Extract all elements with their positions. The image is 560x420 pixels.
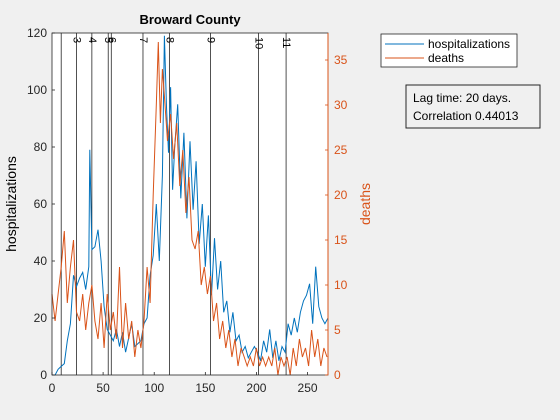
x-axis: 0 50 100 150 200 250: [49, 372, 318, 395]
x-tick-label: 200: [246, 381, 266, 395]
event-line-label: 5: [102, 37, 114, 43]
annotation-box: Lag time: 20 days. Correlation 0.44013: [405, 84, 541, 129]
y-axis-left: 0 20 40 60 80 100 120: [27, 26, 55, 382]
event-line-label: 8: [164, 37, 176, 43]
y-right-tick-label: 0: [334, 368, 341, 382]
y-axis-right: 0 5 10 15 20 25 30 35: [325, 33, 348, 382]
event-line-label: 10: [252, 37, 264, 49]
event-line-label: 4: [86, 37, 98, 43]
y-left-tick-label: 0: [40, 368, 47, 382]
x-tick-label: 100: [144, 381, 164, 395]
event-line-label: 7: [137, 37, 149, 43]
event-lines: 3 4 56 7 8 9 10 11: [60, 33, 292, 375]
y-right-tick-label: 15: [334, 233, 348, 247]
y-right-tick-label: 5: [334, 323, 341, 337]
y-left-tick-label: 80: [34, 140, 48, 154]
y-right-tick-label: 20: [334, 188, 348, 202]
series-line-hospitalizations: [52, 35, 329, 376]
series-layer: [51, 35, 329, 376]
y-left-tick-label: 40: [34, 254, 48, 268]
y-left-tick-label: 20: [34, 311, 48, 325]
event-line-label: 3: [71, 37, 83, 43]
annotation-correlation: Correlation 0.44013: [413, 109, 519, 123]
x-tick-label: 0: [49, 381, 56, 395]
legend-box: [380, 33, 518, 68]
annotation-lag: Lag time: 20 days.: [413, 91, 511, 105]
x-tick-label: 50: [96, 381, 110, 395]
legend-label-deaths: deaths: [428, 51, 464, 65]
legend: hospitalizations deaths: [380, 33, 518, 68]
y-axis-left-label: hospitalizations: [3, 156, 19, 252]
event-line-label: 6: [105, 37, 117, 43]
event-line-label: 9: [204, 37, 216, 43]
x-tick-label: 250: [298, 381, 318, 395]
y-right-tick-label: 10: [334, 278, 348, 292]
y-left-tick-label: 60: [34, 197, 48, 211]
annotation-frame: [405, 84, 541, 129]
series-line-deaths: [51, 41, 328, 376]
y-left-tick-label: 100: [27, 83, 47, 97]
event-line-label: 11: [280, 37, 292, 48]
chart-title: Broward County: [139, 12, 241, 27]
y-right-tick-label: 25: [334, 143, 348, 157]
legend-label-hospitalizations: hospitalizations: [428, 37, 510, 51]
x-tick-label: 150: [195, 381, 215, 395]
y-right-tick-label: 30: [334, 98, 348, 112]
y-left-tick-label: 120: [27, 26, 47, 40]
y-right-tick-label: 35: [334, 53, 348, 67]
y-axis-right-label: deaths: [357, 183, 373, 225]
